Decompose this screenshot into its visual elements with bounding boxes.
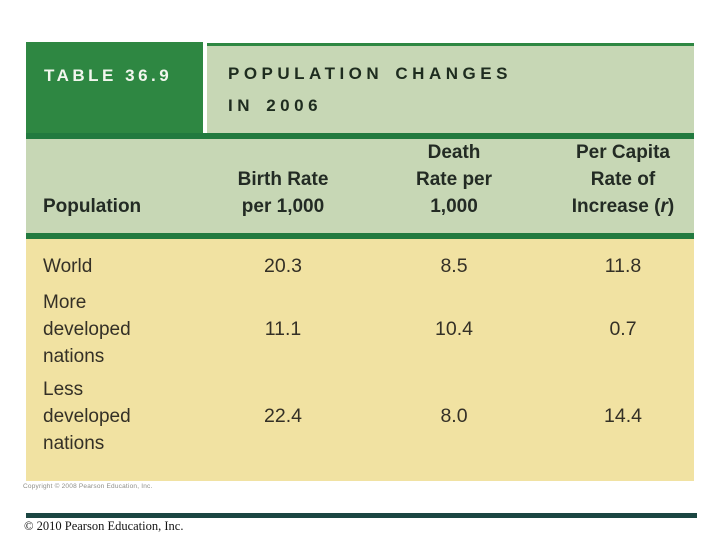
table-title-box: POPULATION CHANGES IN 2006 [207, 43, 694, 133]
increase-rate-value: 0.7 [609, 318, 637, 340]
divider-under-title [26, 133, 694, 139]
increase-rate-value: 14.4 [604, 405, 642, 427]
death-rate-value: 8.5 [440, 254, 468, 277]
table-copyright-note: Copyright © 2008 Pearson Education, Inc. [23, 483, 153, 490]
table-number-box: TABLE 36.9 [26, 42, 203, 133]
table-title-banner: TABLE 36.9 POPULATION CHANGES IN 2006 [26, 42, 694, 133]
header-line: Rate per [415, 169, 493, 190]
death-rate-value: 10.4 [435, 318, 473, 340]
header-line: Per Capita [576, 142, 670, 163]
column-header-per-capita-rate: Per Capita Rate of Increase (r) [540, 139, 694, 233]
column-header-birth-rate: Birth Rate per 1,000 [198, 139, 368, 233]
population-changes-table: TABLE 36.9 POPULATION CHANGES IN 2006 Po… [26, 42, 694, 481]
table-row-more-developed: More developed nations 11.1 10.4 0.7 [26, 289, 694, 370]
header-line: 1,000 [430, 196, 478, 217]
table-row-world: World 20.3 8.5 11.8 [26, 249, 694, 283]
column-header-death-rate: Death Rate per 1,000 [368, 139, 540, 233]
header-line: per 1,000 [241, 196, 325, 217]
header-line: Rate of [590, 169, 656, 190]
table-title-line1: POPULATION CHANGES [228, 64, 512, 83]
header-line: Birth Rate [237, 169, 329, 190]
birth-rate-value: 22.4 [264, 405, 302, 427]
birth-rate-value: 11.1 [264, 318, 302, 340]
death-rate-value: 8.0 [440, 405, 468, 427]
table-body: World 20.3 8.5 11.8 More developed natio… [26, 239, 694, 481]
column-header-population: Population [26, 139, 198, 233]
slide-copyright-note: © 2010 Pearson Education, Inc. [24, 519, 184, 533]
table-number: TABLE 36.9 [44, 66, 173, 85]
header-line: Increase (r) [571, 196, 675, 217]
header-line: Death [427, 142, 481, 163]
table-title-line2: IN 2006 [228, 96, 323, 115]
column-header-row: Population Birth Rate per 1,000 Death Ra… [26, 139, 694, 233]
header-line: Population [43, 196, 142, 217]
divider-under-header [26, 233, 694, 239]
row-label: World [43, 255, 93, 277]
birth-rate-value: 20.3 [264, 254, 302, 277]
increase-rate-value: 11.8 [604, 254, 642, 277]
row-label: More developed nations [43, 292, 131, 367]
slide-footer-bar [26, 513, 697, 518]
row-label: Less developed nations [43, 379, 131, 454]
table-row-less-developed: Less developed nations 22.4 8.0 14.4 [26, 376, 694, 457]
